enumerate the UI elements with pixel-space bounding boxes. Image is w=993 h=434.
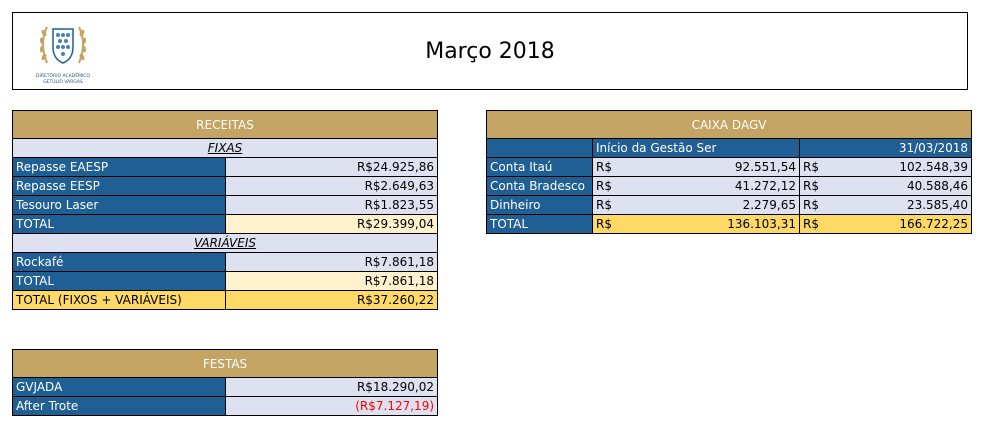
fixas-total-row: TOTAL R$29.399,04 — [12, 214, 438, 234]
row-value-negative: (R$7.127,19) — [224, 396, 439, 416]
row-label: Repasse EAESP — [12, 157, 226, 177]
row-value-date: 40.588,46 — [823, 176, 973, 196]
row-label: GVJADA — [12, 377, 226, 397]
currency-symbol: R$ — [799, 214, 824, 234]
row-label: Conta Itaú — [486, 157, 593, 177]
receitas-title: RECEITAS — [12, 110, 438, 139]
row-value: R$18.290,02 — [224, 377, 439, 397]
currency-symbol: R$ — [592, 195, 617, 215]
grand-total-label: TOTAL (FIXOS + VARIÁVEIS) — [12, 290, 226, 310]
logo-text-line2: GETULIO VARGAS — [43, 80, 83, 85]
receitas-table: RECEITAS FIXAS Repasse EAESP R$24.925,86… — [12, 110, 438, 310]
currency-symbol: R$ — [799, 157, 824, 177]
row-label: Dinheiro — [486, 195, 593, 215]
grand-total-value: R$37.260,22 — [225, 290, 438, 310]
caixa-total-inicio: 136.103,31 — [616, 214, 800, 234]
row-label: Repasse EESP — [12, 176, 226, 196]
row-value-date: 23.585,40 — [823, 195, 973, 215]
currency-symbol: R$ — [799, 176, 824, 196]
variaveis-subheader: VARIÁVEIS — [12, 233, 438, 253]
row-label: After Trote — [12, 396, 226, 416]
row-value-date: 102.548,39 — [823, 157, 973, 177]
col-header-date: 31/03/2018 — [798, 138, 973, 158]
variaveis-total-value: R$7.861,18 — [225, 271, 438, 291]
table-row: Dinheiro R$ 2.279,65 R$ 23.585,40 — [486, 195, 973, 215]
table-row: Conta Bradesco R$ 41.272,12 R$ 40.588,46 — [486, 176, 973, 196]
table-row: Conta Itaú R$ 92.551,54 R$ 102.548,39 — [486, 157, 973, 177]
page-title: Março 2018 — [425, 38, 555, 64]
table-row: Repasse EESP R$2.649,63 — [12, 176, 438, 196]
laurel-crest-icon — [39, 26, 87, 64]
table-row: GVJADA R$18.290,02 — [12, 377, 439, 397]
variaveis-total-row: TOTAL R$7.861,18 — [12, 271, 438, 291]
logo-text-line1: DIRETÓRIO ACADÊMICO — [36, 74, 90, 79]
fixas-total-value: R$29.399,04 — [225, 214, 438, 234]
caixa-title: CAIXA DAGV — [485, 110, 973, 139]
row-label: Conta Bradesco — [486, 176, 593, 196]
row-value-inicio: 2.279,65 — [616, 195, 800, 215]
row-value-inicio: 41.272,12 — [616, 176, 800, 196]
currency-symbol: R$ — [592, 157, 617, 177]
table-row: Repasse EAESP R$24.925,86 — [12, 157, 438, 177]
caixa-total-label: TOTAL — [486, 214, 593, 234]
fixas-total-label: TOTAL — [12, 214, 226, 234]
table-row: After Trote (R$7.127,19) — [12, 396, 439, 416]
caixa-total-row: TOTAL R$ 136.103,31 R$ 166.722,25 — [486, 214, 973, 234]
caixa-total-date: 166.722,25 — [823, 214, 973, 234]
variaveis-total-label: TOTAL — [12, 271, 226, 291]
row-value: R$7.861,18 — [225, 252, 438, 272]
report-header: DIRETÓRIO ACADÊMICO GETULIO VARGAS Março… — [12, 12, 968, 90]
currency-symbol: R$ — [799, 195, 824, 215]
festas-title: FESTAS — [11, 349, 439, 378]
table-row: Rockafé R$7.861,18 — [12, 252, 438, 272]
caixa-header-row: Início da Gestão Ser 31/03/2018 — [486, 138, 973, 158]
caixa-corner — [486, 138, 593, 158]
row-value-inicio: 92.551,54 — [616, 157, 800, 177]
grand-total-row: TOTAL (FIXOS + VARIÁVEIS) R$37.260,22 — [12, 290, 438, 310]
fixas-subheader: FIXAS — [12, 138, 438, 158]
dagv-logo: DIRETÓRIO ACADÊMICO GETULIO VARGAS — [33, 17, 93, 87]
caixa-table: CAIXA DAGV Início da Gestão Ser 31/03/20… — [485, 110, 973, 234]
currency-symbol: R$ — [592, 214, 617, 234]
row-value: R$24.925,86 — [225, 157, 438, 177]
row-value: R$2.649,63 — [225, 176, 438, 196]
table-row: Tesouro Laser R$1.823,55 — [12, 195, 438, 215]
row-label: Tesouro Laser — [12, 195, 226, 215]
row-value: R$1.823,55 — [225, 195, 438, 215]
row-label: Rockafé — [12, 252, 226, 272]
currency-symbol: R$ — [592, 176, 617, 196]
col-header-inicio: Início da Gestão Ser — [592, 138, 800, 158]
festas-table: FESTAS GVJADA R$18.290,02 After Trote (R… — [11, 349, 439, 416]
